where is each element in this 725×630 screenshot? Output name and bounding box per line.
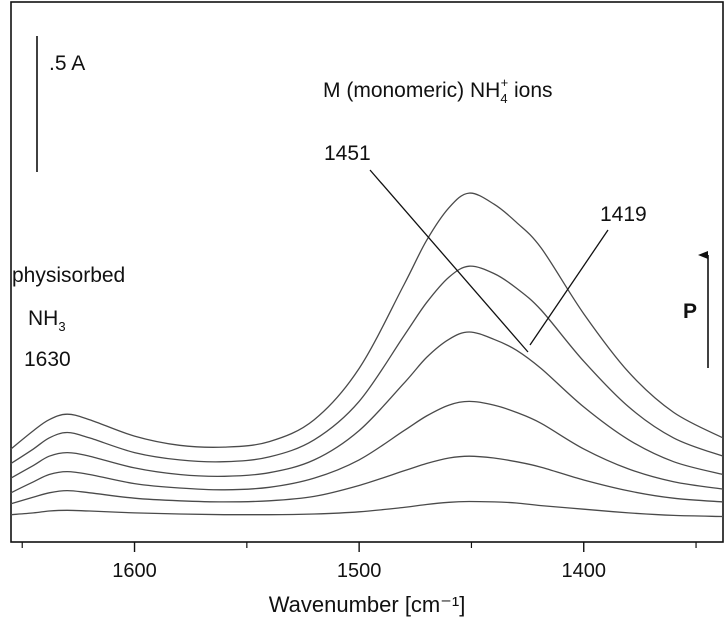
spectrum-line-5 <box>10 265 724 465</box>
peak-1451-leader <box>369 169 529 353</box>
spectrum-line-3 <box>10 400 724 494</box>
x-axis-title: Wavenumber [cm⁻¹] <box>269 592 466 617</box>
pressure-label: P <box>683 300 697 323</box>
x-tick-label: 1500 <box>337 560 382 582</box>
spectra-curves <box>10 192 724 518</box>
peak-1630-label: 1630 <box>24 348 71 371</box>
peak-1419-leader <box>529 229 609 346</box>
scale-bar-label: .5 A <box>49 52 85 75</box>
x-tick-label: 1400 <box>561 560 606 582</box>
plot-frame <box>10 1 724 543</box>
nh3-label: NH3 <box>28 307 66 334</box>
spectrum-line-2 <box>10 455 724 505</box>
peak-title-annotation: M (monomeric) NH4+ ions <box>323 75 553 106</box>
x-axis-ticks: 1600 1500 1400 <box>21 542 697 582</box>
peak-1419-label: 1419 <box>600 203 647 226</box>
physisorbed-label: physisorbed <box>12 264 125 287</box>
spectrum-line-4 <box>10 331 724 479</box>
peak-1451-label: 1451 <box>324 142 371 165</box>
spectrum-line-1 <box>10 500 724 518</box>
spectrum-line-6 <box>10 192 724 450</box>
x-tick-label: 1600 <box>112 560 157 582</box>
